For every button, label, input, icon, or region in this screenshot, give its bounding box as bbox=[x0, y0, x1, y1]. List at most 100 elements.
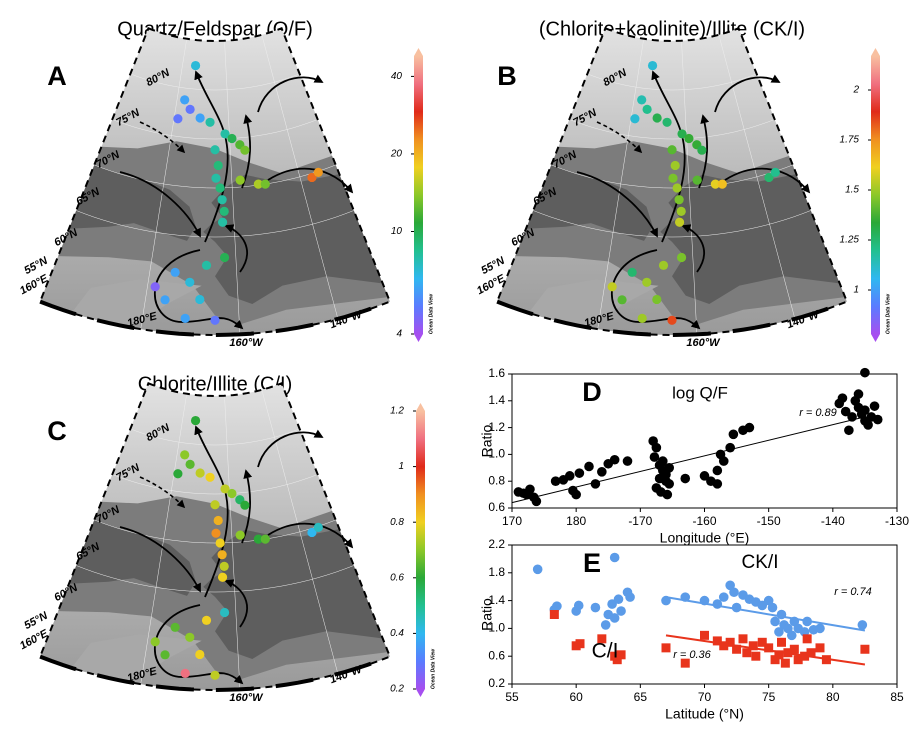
point bbox=[748, 641, 758, 651]
annotation: log Q/F bbox=[672, 383, 728, 402]
x-tick-label: -130 bbox=[885, 514, 909, 528]
point bbox=[712, 636, 722, 646]
station-dot bbox=[240, 145, 250, 155]
station-dot bbox=[211, 173, 221, 183]
colorbar-label: 10 bbox=[391, 226, 403, 237]
station-dot bbox=[185, 104, 195, 114]
station-dot bbox=[210, 670, 220, 680]
x-tick-label: 55 bbox=[505, 690, 519, 704]
colorbar-label: 40 bbox=[391, 71, 403, 82]
station-dot bbox=[219, 607, 230, 618]
x-tick-label: 75 bbox=[762, 690, 776, 704]
point bbox=[612, 655, 622, 665]
station-dot bbox=[180, 313, 190, 323]
colorbar-cap bbox=[871, 334, 880, 342]
point bbox=[853, 389, 864, 399]
y-tick-label: 1.0 bbox=[488, 447, 505, 461]
map-layers bbox=[58, 389, 389, 690]
trend-line bbox=[665, 596, 866, 632]
r-label: r = 0.36 bbox=[673, 649, 711, 661]
x-tick-label: 70 bbox=[698, 690, 712, 704]
point bbox=[780, 658, 790, 668]
map-title: Chlorite/Illite (C/I) bbox=[138, 373, 292, 395]
station-dot bbox=[160, 650, 170, 660]
colorbar-label: 0.6 bbox=[390, 572, 404, 583]
station-dot bbox=[642, 277, 652, 287]
colorbar-cap bbox=[414, 48, 423, 56]
point bbox=[662, 489, 673, 500]
point bbox=[770, 655, 780, 665]
current-arrow bbox=[119, 171, 201, 238]
current-arrow bbox=[610, 249, 701, 330]
station-dot bbox=[170, 622, 180, 632]
station-dot bbox=[211, 528, 221, 538]
station-dot bbox=[647, 60, 658, 71]
point bbox=[661, 643, 671, 653]
land bbox=[69, 165, 196, 241]
current-arrow bbox=[267, 167, 354, 194]
current-arrow bbox=[119, 526, 201, 593]
point bbox=[657, 456, 668, 466]
x-tick-label: -170 bbox=[628, 514, 652, 528]
station-dot bbox=[677, 129, 687, 139]
point bbox=[869, 401, 880, 411]
station-dot bbox=[227, 488, 237, 499]
point bbox=[774, 650, 784, 660]
station-dot bbox=[210, 145, 220, 155]
x-axis-label: Longitude (°E) bbox=[660, 530, 750, 546]
station-dot bbox=[195, 113, 205, 123]
map-layers bbox=[515, 34, 846, 335]
colorbar-label: 1.2 bbox=[390, 406, 404, 417]
point bbox=[609, 552, 620, 563]
station-dot bbox=[213, 160, 223, 171]
basin bbox=[65, 634, 202, 683]
current-arrow bbox=[576, 171, 658, 238]
point bbox=[774, 627, 784, 637]
graticule bbox=[140, 393, 187, 685]
station-dot bbox=[173, 469, 183, 479]
x-tick-label: -160 bbox=[692, 514, 716, 528]
station-dot bbox=[195, 649, 205, 660]
colorbar-label: 1 bbox=[398, 461, 404, 472]
station-dot bbox=[260, 179, 270, 189]
current-arrow bbox=[224, 579, 248, 628]
basin bbox=[522, 279, 659, 328]
lat-label: 55°N bbox=[22, 609, 50, 632]
graticule bbox=[261, 34, 339, 319]
panel-letter: C bbox=[47, 416, 67, 446]
colorbar-label: 1 bbox=[853, 285, 859, 296]
station-dot bbox=[195, 468, 205, 478]
station-dot bbox=[201, 615, 212, 625]
point bbox=[860, 405, 870, 415]
station-dot bbox=[195, 294, 205, 305]
point bbox=[575, 639, 585, 649]
colorbar bbox=[871, 56, 880, 334]
station-dot bbox=[313, 522, 323, 532]
station-dot bbox=[190, 415, 201, 426]
x-tick-label: -140 bbox=[821, 514, 845, 528]
station-dot bbox=[667, 145, 677, 155]
current-arrow bbox=[257, 429, 324, 468]
station-dot bbox=[173, 114, 183, 124]
point bbox=[680, 473, 691, 484]
point bbox=[837, 393, 848, 403]
station-dot bbox=[185, 277, 195, 287]
point bbox=[550, 476, 561, 487]
colorbar bbox=[416, 411, 425, 689]
point bbox=[738, 634, 748, 644]
y-axis-label: Ratio bbox=[479, 424, 495, 457]
current-arrow bbox=[153, 249, 244, 330]
map-layers bbox=[58, 34, 389, 335]
point bbox=[844, 425, 854, 436]
station-dot bbox=[652, 113, 662, 123]
station-dot bbox=[307, 527, 317, 538]
point bbox=[600, 620, 611, 630]
map-title: (Chlorite+kaolinite)/Illite (CK/I) bbox=[539, 18, 805, 40]
station-dot bbox=[670, 160, 680, 171]
station-dot bbox=[180, 668, 190, 678]
graticule bbox=[112, 474, 318, 495]
station-dot bbox=[697, 145, 707, 155]
point bbox=[732, 644, 742, 654]
station-dot bbox=[770, 167, 780, 177]
